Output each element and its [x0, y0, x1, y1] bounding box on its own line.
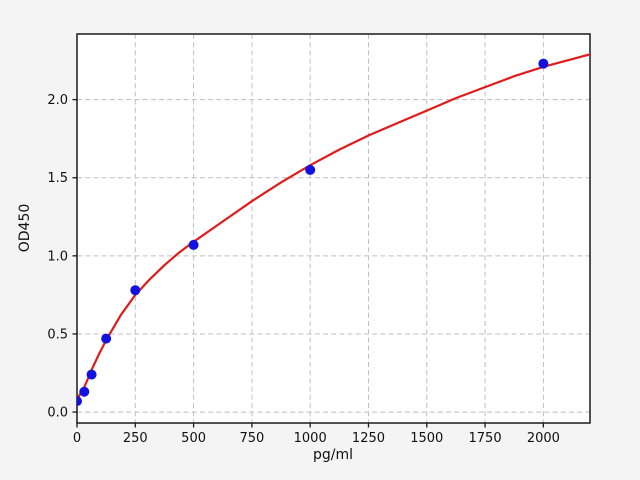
- gridlines: [77, 34, 590, 423]
- data-point: [305, 164, 316, 175]
- data-point: [79, 386, 90, 397]
- y-tick-label: 0.0: [47, 406, 68, 421]
- data-point: [188, 239, 199, 250]
- data-point: [130, 285, 141, 296]
- fit-curve-line: [77, 53, 590, 401]
- y-axis-label: OD450: [17, 204, 33, 253]
- x-tick-label: 1500: [410, 431, 443, 446]
- data-point: [538, 58, 549, 69]
- data-points: [77, 58, 549, 407]
- data-point: [101, 333, 112, 344]
- x-axis-label: pg/ml: [313, 447, 353, 463]
- x-tick-label: 250: [123, 431, 148, 446]
- y-tick-label: 1.0: [47, 249, 68, 264]
- y-tick-label: 1.5: [47, 171, 68, 186]
- y-tick-label: 0.5: [47, 327, 68, 342]
- x-tick-label: 1000: [294, 431, 327, 446]
- x-tick-label: 500: [181, 431, 206, 446]
- tick-labels: 0 250 500 750 1000 1250 1500 1750 2000 0.0 0.5 1.0 1…: [47, 93, 560, 446]
- x-tick-label: 750: [239, 431, 264, 446]
- plot-area: [77, 34, 590, 423]
- tick-marks: [72, 98, 545, 428]
- data-point: [77, 396, 82, 407]
- x-tick-label: 1750: [469, 431, 502, 446]
- y-tick-label: 2.0: [47, 93, 68, 108]
- data-point: [86, 369, 97, 380]
- x-tick-label: 1250: [352, 431, 385, 446]
- x-tick-label: 0: [73, 431, 81, 446]
- axes-frame: [76, 33, 591, 424]
- x-tick-label: 2000: [527, 431, 560, 446]
